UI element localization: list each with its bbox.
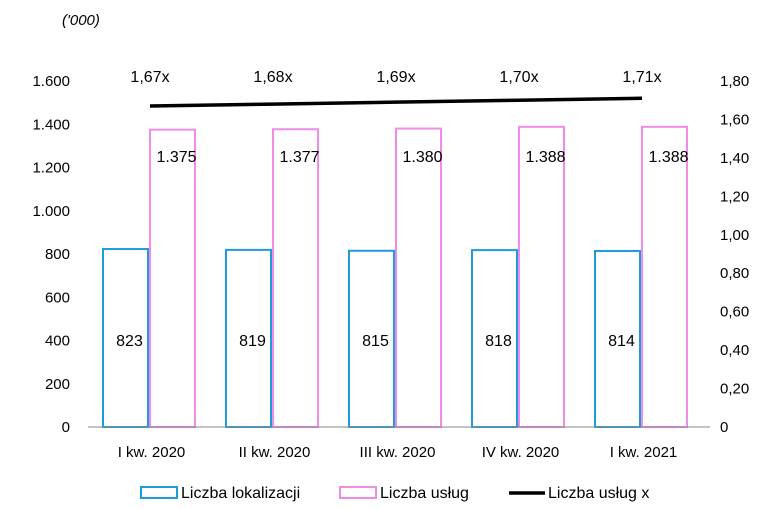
line-series: 1,67x 1,68x 1,69x 1,70x 1,71x	[130, 69, 662, 108]
bar-liczba-lokalizacji	[471, 249, 518, 428]
bar-liczba-lokalizacji	[225, 248, 272, 428]
right-axis-ticks: 0 0,20 0,40 0,60 0,80 1,00 1,20 1,40 1,60 1,80	[720, 73, 749, 436]
bars	[102, 125, 688, 428]
legend-swatch-liczba-uslug	[339, 486, 377, 499]
bar-labels: 823 1.375 819 1.377 815 1.380 818 1.388 814 1.388	[116, 149, 688, 350]
data-label-liczba-lokalizacji: 823	[116, 333, 143, 350]
category-label: I kw. 2021	[610, 444, 678, 461]
data-label-liczba-lokalizacji: 815	[362, 333, 389, 350]
right-tick-label: 0	[720, 419, 728, 436]
right-tick-label: 0,20	[720, 381, 749, 398]
category-label: II kw. 2020	[239, 444, 311, 461]
right-tick-label: 0,40	[720, 342, 749, 359]
data-label-liczba-uslug: 1.388	[525, 149, 565, 166]
data-label-liczba-lokalizacji: 818	[485, 333, 512, 350]
left-tick-label: 1.200	[32, 160, 70, 177]
data-label-liczba-uslug: 1.377	[279, 149, 319, 166]
right-tick-label: 1,20	[720, 188, 749, 205]
data-label-liczba-lokalizacji: 814	[608, 333, 635, 350]
right-tick-label: 1,00	[720, 227, 749, 244]
category-label: III kw. 2020	[360, 444, 436, 461]
category-label: IV kw. 2020	[482, 444, 560, 461]
bar-liczba-uslug	[518, 125, 565, 428]
data-label-liczba-uslug-x: 1,69x	[376, 69, 415, 86]
data-label-liczba-lokalizacji: 819	[239, 333, 266, 350]
left-axis-ticks: 0 200 400 600 800 1.000 1.200 1.400 1.600	[32, 73, 70, 436]
legend-label-liczba-uslug-x: Liczba usług x	[548, 485, 649, 502]
left-tick-label: 1.600	[32, 73, 70, 90]
legend-swatch-liczba-lokalizacji	[140, 486, 178, 499]
unit-label: ('000)	[62, 12, 100, 29]
category-axis-labels: I kw. 2020 II kw. 2020 III kw. 2020 IV kw. …	[118, 444, 678, 461]
left-tick-label: 0	[62, 419, 70, 436]
left-tick-label: 600	[45, 289, 70, 306]
data-label-liczba-uslug: 1.388	[648, 149, 688, 166]
left-tick-label: 800	[45, 246, 70, 263]
legend-label-liczba-uslug: Liczba usług	[380, 485, 469, 502]
bar-liczba-uslug	[395, 127, 442, 428]
left-tick-label: 1.000	[32, 203, 70, 220]
left-tick-label: 400	[45, 333, 70, 350]
data-label-liczba-uslug-x: 1,68x	[253, 69, 292, 86]
right-tick-label: 1,40	[720, 150, 749, 167]
legend: Liczba lokalizacji Liczba usług Liczba usł…	[140, 485, 649, 502]
line-liczba-uslug-x	[149, 96, 643, 108]
bar-liczba-uslug	[641, 125, 688, 428]
bar-liczba-lokalizacji	[102, 248, 149, 428]
data-label-liczba-uslug-x: 1,71x	[622, 69, 661, 86]
right-tick-label: 0,60	[720, 304, 749, 321]
left-tick-label: 200	[45, 376, 70, 393]
bar-liczba-uslug	[149, 128, 196, 428]
right-tick-label: 1,60	[720, 111, 749, 128]
right-tick-label: 1,80	[720, 73, 749, 90]
data-label-liczba-uslug-x: 1,67x	[130, 69, 169, 86]
legend-label-liczba-lokalizacji: Liczba lokalizacji	[181, 485, 300, 502]
left-tick-label: 1.400	[32, 116, 70, 133]
data-label-liczba-uslug: 1.375	[156, 149, 196, 166]
data-label-liczba-uslug: 1.380	[402, 149, 442, 166]
data-label-liczba-uslug-x: 1,70x	[499, 69, 538, 86]
bar-liczba-uslug	[272, 128, 319, 428]
right-tick-label: 0,80	[720, 265, 749, 282]
category-label: I kw. 2020	[118, 444, 186, 461]
